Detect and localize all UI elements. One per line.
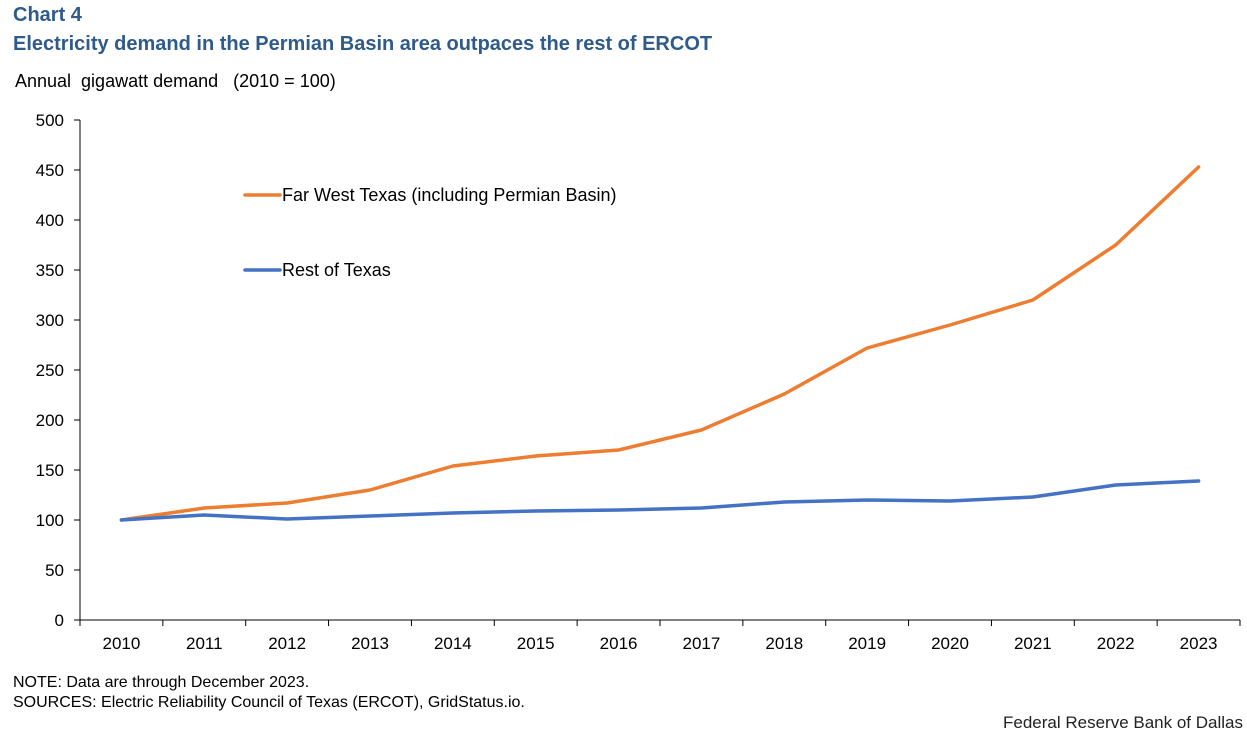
x-tick-label: 2017 bbox=[683, 634, 721, 653]
y-axis-unit-label: Annual gigawatt demand (2010 = 100) bbox=[15, 71, 336, 91]
y-axis-ticks: 0 50 100 150 200 250 300 350 400 450 500 bbox=[36, 111, 80, 630]
legend-label-far-west-texas: Far West Texas (including Permian Basin) bbox=[282, 185, 616, 205]
y-tick-label: 350 bbox=[36, 261, 64, 280]
x-tick-label: 2018 bbox=[765, 634, 803, 653]
x-tick-label: 2023 bbox=[1180, 634, 1218, 653]
y-tick-label: 250 bbox=[36, 361, 64, 380]
x-tick-label: 2010 bbox=[103, 634, 141, 653]
far-west-texas-line bbox=[119, 165, 1201, 522]
x-tick-label: 2014 bbox=[434, 634, 472, 653]
y-tick-label: 0 bbox=[55, 611, 64, 630]
x-tick-label: 2015 bbox=[517, 634, 555, 653]
y-tick-label: 400 bbox=[36, 211, 64, 230]
chart-title: Electricity demand in the Permian Basin … bbox=[13, 33, 713, 55]
x-tick-label: 2012 bbox=[268, 634, 306, 653]
y-tick-label: 450 bbox=[36, 161, 64, 180]
x-tick-label: 2013 bbox=[351, 634, 389, 653]
legend: Far West Texas (including Permian Basin)… bbox=[243, 185, 616, 280]
x-tick-label: 2021 bbox=[1014, 634, 1052, 653]
x-tick-label: 2022 bbox=[1097, 634, 1135, 653]
publisher-credit: Federal Reserve Bank of Dallas bbox=[1002, 713, 1243, 732]
chart-sources: SOURCES: Electric Reliability Council of… bbox=[13, 694, 525, 711]
y-tick-label: 50 bbox=[45, 561, 64, 580]
x-tick-label: 2019 bbox=[848, 634, 886, 653]
rest-of-texas-line bbox=[119, 479, 1201, 522]
x-tick-label: 2016 bbox=[600, 634, 638, 653]
y-tick-label: 100 bbox=[36, 511, 64, 530]
series-lines bbox=[119, 165, 1201, 522]
y-tick-label: 200 bbox=[36, 411, 64, 430]
y-tick-label: 150 bbox=[36, 461, 64, 480]
chart-number: Chart 4 bbox=[13, 4, 82, 26]
x-tick-label: 2011 bbox=[186, 634, 223, 653]
y-tick-label: 300 bbox=[36, 311, 64, 330]
chart-note: NOTE: Data are through December 2023. bbox=[13, 674, 310, 691]
y-tick-label: 500 bbox=[36, 111, 64, 130]
legend-label-rest-of-texas: Rest of Texas bbox=[282, 260, 391, 280]
x-tick-label: 2020 bbox=[931, 634, 969, 653]
x-axis-ticks: 2010 2011 2012 2013 2014 2015 2016 2017 2018 2019… bbox=[79, 620, 1241, 653]
